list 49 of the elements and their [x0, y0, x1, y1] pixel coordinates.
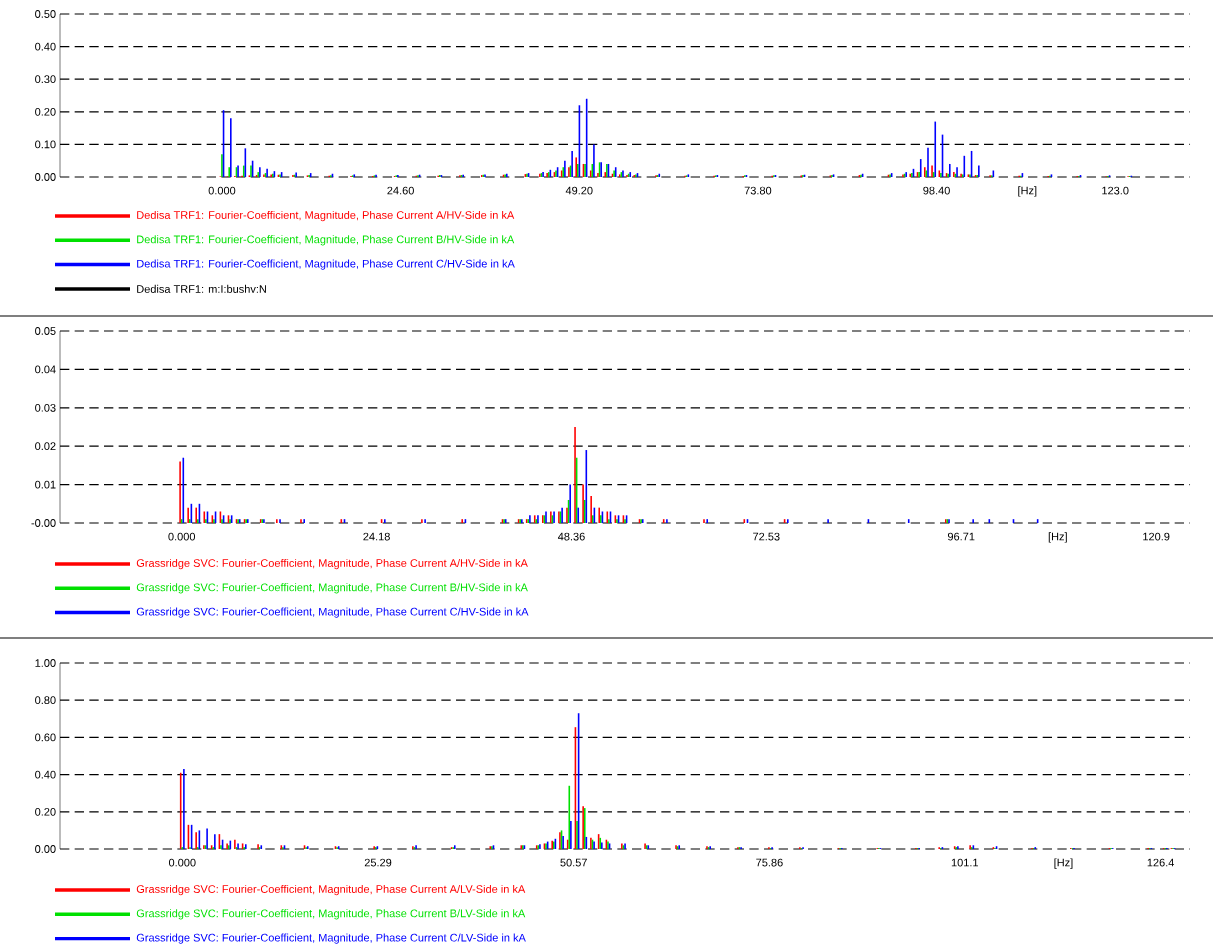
y-tick-label: 0.50 — [35, 10, 56, 18]
text: Dedisa TRF1: Fourier-Coefficient, Magnitude, Phase Current B/HV-Side in kA — [137, 235, 515, 246]
x-tick-label: 73.80 — [744, 186, 772, 195]
x-tick-label: 101.1 — [951, 858, 979, 867]
text: Grassridge SVC: Fourier-Coefficient, Magnitude, Phase Current B/LV-Side in kA — [136, 909, 526, 920]
text: Dedisa TRF1: Fourier-Coefficient, Magnitude, Phase Current C/HV-Side in kA — [137, 259, 515, 270]
y-tick-label: 0.20 — [35, 107, 56, 116]
x-tick-label: 24.18 — [363, 532, 390, 541]
x-tick-label: 126.4 — [1147, 858, 1175, 867]
x-axis-title: [Hz] — [1048, 532, 1067, 543]
x-axis-title: [Hz] — [1054, 858, 1073, 869]
x-tick-label: 50.57 — [560, 858, 587, 867]
y-tick-label: 0.02 — [35, 442, 56, 451]
y-tick-label: 0.80 — [35, 696, 56, 705]
y-tick-label: -0.00 — [31, 519, 56, 527]
y-tick-label: 0.20 — [35, 807, 56, 816]
x-axis-title: [Hz] — [1018, 186, 1037, 197]
text: Dedisa TRF1: Fourier-Coefficient, Magnitude, Phase Current A/HV-Side in kA — [137, 210, 515, 222]
y-tick-label: 0.60 — [35, 733, 56, 742]
x-tick-label: 96.71 — [947, 532, 975, 541]
y-tick-label: 0.30 — [35, 75, 56, 84]
y-tick-label: 0.03 — [35, 403, 56, 412]
x-tick-label: 123.0 — [1102, 186, 1129, 195]
y-tick-label: 0.00 — [35, 845, 56, 853]
text: Grassridge SVC: Fourier-Coefficient, Magnitude, Phase Current C/HV-Side in kA — [136, 607, 529, 618]
y-tick-label: 0.10 — [35, 140, 56, 149]
y-tick-label: 0.01 — [35, 480, 56, 489]
x-tick-label: 0.000 — [208, 186, 236, 195]
y-tick-label: 0.05 — [35, 327, 56, 335]
text: Grassridge SVC: Fourier-Coefficient, Magnitude, Phase Current C/LV-Side in kA — [136, 933, 526, 944]
x-tick-label: 0.000 — [168, 532, 196, 541]
legend-label: Dedisa TRF1: m:I:bushv:N — [137, 284, 266, 293]
y-tick-label: 0.04 — [35, 365, 56, 374]
y-tick-label: 0.40 — [35, 42, 56, 51]
x-tick-label: 0.000 — [168, 858, 196, 867]
x-tick-label: 49.20 — [565, 186, 593, 195]
x-tick-label: 75.86 — [756, 858, 783, 867]
text: Grassridge SVC: Fourier-Coefficient, Magnitude, Phase Current A/LV-Side in kA — [136, 884, 526, 896]
x-tick-label: 72.53 — [753, 532, 780, 541]
x-tick-label: 25.29 — [364, 858, 392, 867]
text: Grassridge SVC: Fourier-Coefficient, Magnitude, Phase Current B/HV-Side in kA — [136, 583, 528, 594]
x-tick-label: 98.40 — [923, 186, 950, 195]
x-tick-label: 48.36 — [557, 532, 585, 541]
y-tick-label: 0.00 — [35, 173, 56, 181]
y-tick-label: 0.40 — [35, 770, 56, 779]
x-tick-label: 24.60 — [387, 186, 414, 195]
x-tick-label: 120.9 — [1143, 532, 1170, 541]
y-tick-label: 1.00 — [35, 659, 56, 667]
text: Grassridge SVC: Fourier-Coefficient, Magnitude, Phase Current A/HV-Side in kA — [136, 558, 528, 570]
